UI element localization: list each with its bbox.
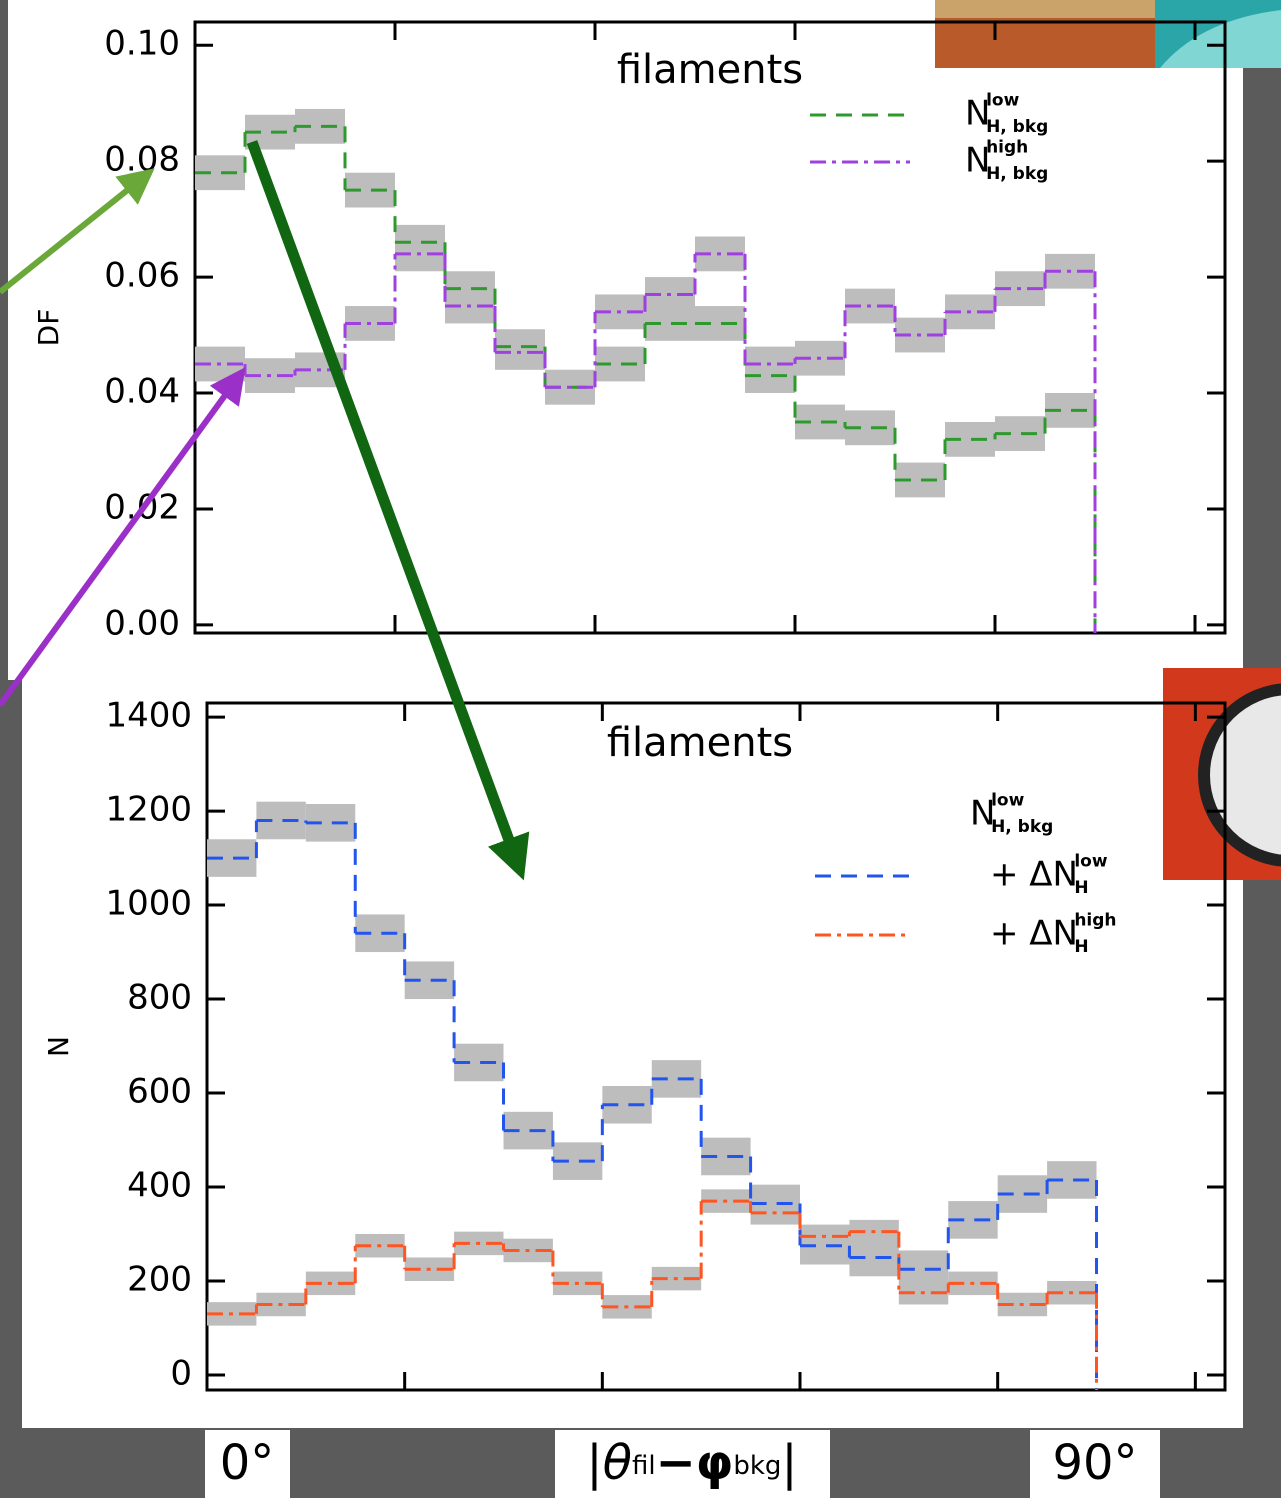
legend-subscript: H <box>1074 878 1088 898</box>
y-tick-label: 0.00 <box>104 603 180 643</box>
y-tick-label: 1000 <box>105 884 192 924</box>
arrow <box>0 367 246 707</box>
y-tick-label: 400 <box>127 1166 192 1206</box>
legend-subscript: H, bkg <box>986 117 1048 137</box>
x-label-part: | <box>781 1435 797 1491</box>
x-label-part: bkg <box>733 1451 781 1481</box>
y-axis-label: N <box>42 1036 75 1057</box>
y-tick-label: 0 <box>170 1353 192 1393</box>
legend-label: + ΔN <box>990 914 1078 954</box>
x-label-part: |θ <box>586 1435 632 1491</box>
y-tick-label: 600 <box>127 1072 192 1112</box>
x-start-label: 0° <box>220 1435 275 1491</box>
y-tick-label: 0.08 <box>104 140 180 180</box>
y-tick-label: 200 <box>127 1259 192 1299</box>
label-box <box>1030 1430 1160 1498</box>
legend-superscript: low <box>991 791 1025 811</box>
legend-superscript: low <box>986 91 1020 111</box>
label-box <box>205 1430 290 1498</box>
y-tick-label: 1200 <box>105 790 192 830</box>
clock-photo <box>1163 668 1281 880</box>
plot-frame <box>205 701 1227 1392</box>
plot-frame <box>193 20 1227 635</box>
label-box <box>555 1430 830 1498</box>
legend-label: N <box>970 794 995 834</box>
legend-superscript: high <box>1074 911 1116 931</box>
chart-title: filaments <box>617 47 803 93</box>
x-end-label: 90° <box>1052 1435 1137 1491</box>
legend-subscript: H <box>1074 937 1088 957</box>
y-tick-label: 0.06 <box>104 256 180 296</box>
top-panel <box>8 0 1243 680</box>
y-tick-label: 1400 <box>105 696 192 736</box>
y-tick-label: 800 <box>127 978 192 1018</box>
legend-label: + ΔN <box>990 855 1078 895</box>
y-axis-label: DF <box>32 309 65 347</box>
chart-title: filaments <box>607 720 793 766</box>
arrow <box>246 140 530 881</box>
legend-superscript: high <box>986 138 1028 158</box>
x-axis-label: |θfil−φbkg| <box>586 1435 797 1491</box>
legend-subscript: H, bkg <box>986 164 1048 184</box>
legend-superscript: low <box>1074 852 1108 872</box>
arrow <box>0 168 155 295</box>
y-tick-label: 0.10 <box>104 24 180 64</box>
legend-label: N <box>965 94 990 134</box>
legend-label: N <box>965 141 990 181</box>
y-tick-label: 0.04 <box>104 372 180 412</box>
legend-subscript: H, bkg <box>991 817 1053 837</box>
x-label-part: −φ <box>656 1435 734 1491</box>
desert-photo <box>935 0 1281 68</box>
x-label-part: fil <box>632 1451 656 1481</box>
